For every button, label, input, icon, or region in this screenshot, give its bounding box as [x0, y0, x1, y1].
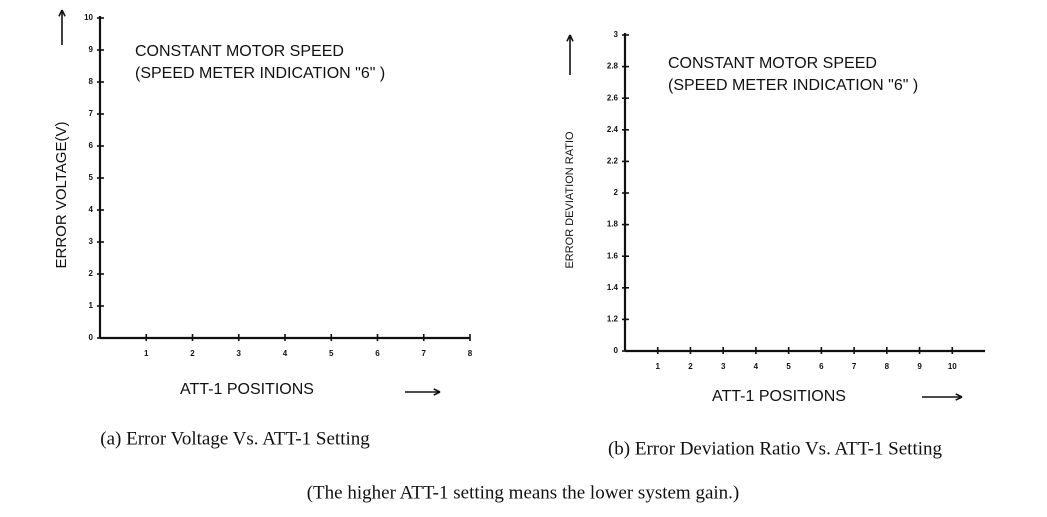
y-tick-label: 6 [89, 141, 94, 150]
x-tick-label: 4 [754, 362, 759, 371]
arrow-head [433, 388, 441, 396]
x-axis-label: ATT-1 POSITIONS [180, 381, 314, 398]
x-tick-label: 7 [422, 349, 427, 358]
y-tick-label: 2 [89, 269, 94, 278]
arrow-head [58, 9, 66, 17]
x-tick-label: 4 [283, 349, 288, 358]
y-tick-label: 1.2 [607, 315, 619, 324]
x-tick-label: 1 [656, 362, 661, 371]
y-tick-label: 9 [89, 45, 94, 54]
x-tick-label: 1 [144, 349, 149, 358]
x-tick-label: 2 [190, 349, 195, 358]
x-tick-label: 6 [819, 362, 824, 371]
y-tick-label: 4 [89, 205, 94, 214]
y-tick-label: 2.8 [607, 62, 619, 71]
y-tick-label: 7 [89, 109, 94, 118]
y-tick-label: 8 [89, 77, 94, 86]
y-tick-label: 1 [89, 301, 94, 310]
y-tick-label: 2.6 [607, 93, 619, 102]
annotation: (SPEED METER INDICATION "6" ) [668, 77, 918, 94]
x-tick-label: 9 [917, 362, 922, 371]
y-tick-label: 2.2 [607, 157, 619, 166]
x-tick-label: 2 [688, 362, 693, 371]
arrow-head [955, 393, 963, 401]
x-tick-label: 7 [852, 362, 857, 371]
x-tick-label: 10 [948, 362, 957, 371]
x-tick-label: 3 [237, 349, 242, 358]
x-tick-label: 3 [721, 362, 726, 371]
y-tick-label: 3 [614, 30, 619, 39]
arrow-head [566, 34, 574, 42]
y-tick-label: 1.6 [607, 251, 619, 260]
y-tick-label: 0 [89, 333, 94, 342]
y-tick-label: 3 [89, 237, 94, 246]
x-tick-label: 5 [329, 349, 334, 358]
y-axis-label: ERROR DEVIATION RATIO [564, 131, 576, 269]
annotation: CONSTANT MOTOR SPEED [135, 43, 344, 60]
y-tick-label: 1.8 [607, 220, 619, 229]
x-tick-label: 8 [468, 349, 473, 358]
x-axis-label: ATT-1 POSITIONS [712, 388, 846, 405]
x-tick-label: 6 [375, 349, 380, 358]
footnote: (The higher ATT-1 setting means the lowe… [307, 482, 740, 503]
caption: (b) Error Deviation Ratio Vs. ATT-1 Sett… [608, 438, 943, 459]
y-tick-label: 10 [84, 13, 93, 22]
y-tick-label: 0 [614, 346, 619, 355]
y-axis-label: ERROR VOLTAGE(V) [53, 122, 70, 269]
y-tick-label: 2 [614, 188, 619, 197]
y-tick-label: 1.4 [607, 283, 619, 292]
annotation: (SPEED METER INDICATION "6" ) [135, 65, 385, 82]
y-tick-label: 5 [89, 173, 94, 182]
caption: (a) Error Voltage Vs. ATT-1 Setting [100, 428, 370, 449]
x-tick-label: 5 [786, 362, 791, 371]
annotation: CONSTANT MOTOR SPEED [668, 55, 877, 72]
x-tick-label: 8 [885, 362, 890, 371]
y-tick-label: 2.4 [607, 125, 619, 134]
